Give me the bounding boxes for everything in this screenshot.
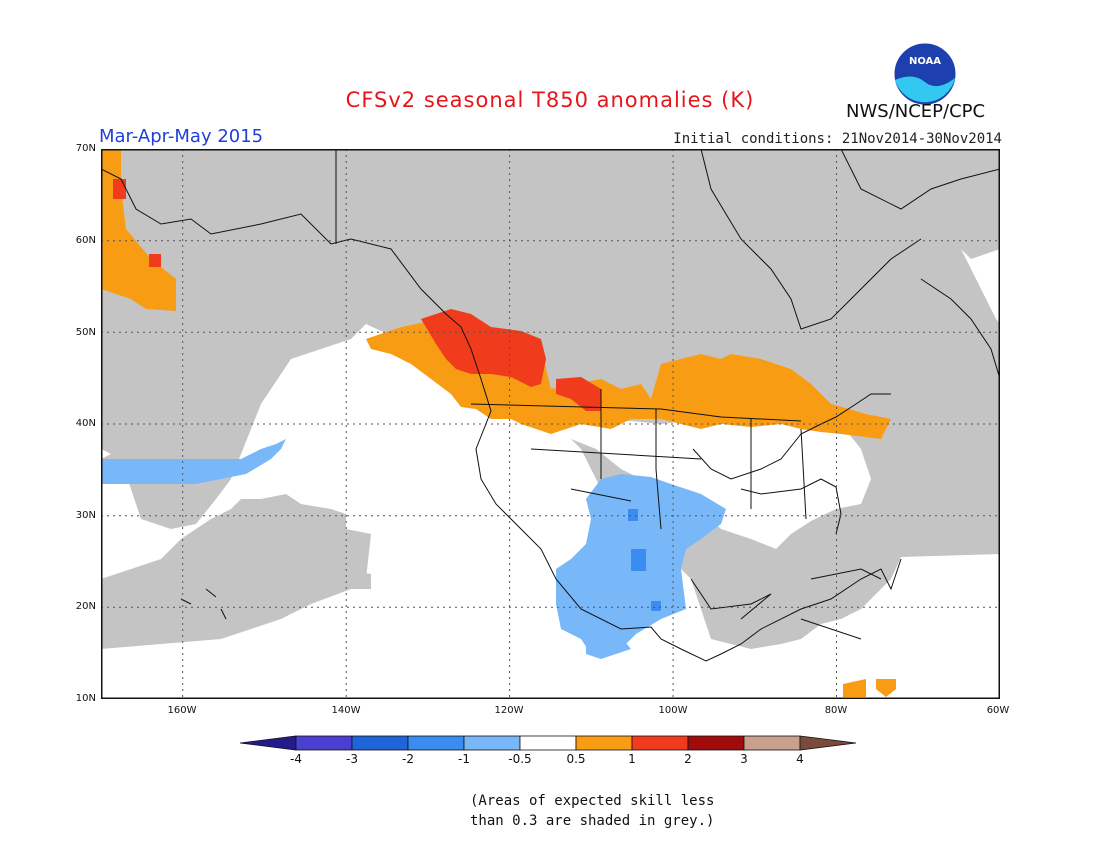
scale-swatch — [407, 735, 465, 751]
scale-label: 3 — [740, 752, 748, 766]
lon-label-60w: 60W — [986, 705, 1010, 716]
lat-label-20n: 20N — [75, 601, 96, 612]
color-scale-bar — [240, 735, 857, 751]
lat-label-60n: 60N — [75, 235, 96, 246]
lon-label-160w: 160W — [167, 705, 197, 716]
scale-label: 1 — [628, 752, 636, 766]
lat-label-70n: 70N — [75, 143, 96, 154]
scale-swatch — [743, 735, 801, 751]
scale-arrow-high — [799, 735, 857, 751]
scale-label: 2 — [684, 752, 692, 766]
scale-label: -3 — [346, 752, 358, 766]
skill-note: (Areas of expected skill less than 0.3 a… — [470, 791, 714, 831]
coastlines — [101, 149, 1000, 662]
scale-label: 4 — [796, 752, 804, 766]
graticule — [101, 149, 1000, 699]
scale-swatch — [351, 735, 409, 751]
noaa-logo: NOAA — [893, 42, 957, 106]
svg-text:NOAA: NOAA — [909, 56, 941, 67]
scale-label: -4 — [290, 752, 302, 766]
lat-label-30n: 30N — [75, 510, 96, 521]
scale-label: 0.5 — [566, 752, 586, 766]
season-label: Mar-Apr-May 2015 — [99, 126, 264, 147]
warm-anomaly-red — [113, 179, 601, 411]
skill-note-line-2: than 0.3 are shaded in grey.) — [470, 813, 715, 829]
lon-label-100w: 100W — [658, 705, 688, 716]
scale-swatch — [295, 735, 353, 751]
scale-swatch — [575, 735, 633, 751]
map-frame — [101, 149, 1000, 699]
skill-note-line-1: (Areas of expected skill less — [470, 793, 715, 809]
scale-label: -2 — [402, 752, 414, 766]
scale-label: -0.5 — [508, 752, 532, 766]
scale-swatch — [631, 735, 689, 751]
cool-anomaly-blue-darker — [628, 509, 661, 611]
lat-label-10n: 10N — [75, 693, 96, 704]
scale-swatch — [519, 735, 577, 751]
scale-label: -1 — [458, 752, 470, 766]
color-scale-segments — [240, 735, 857, 751]
neutral-region — [471, 417, 871, 549]
scale-swatch — [463, 735, 521, 751]
chart-title: CFSv2 seasonal T850 anomalies (K) — [345, 88, 755, 112]
lon-label-140w: 140W — [331, 705, 361, 716]
lon-label-120w: 120W — [494, 705, 524, 716]
agency-label: NWS/NCEP/CPC — [846, 101, 986, 122]
scale-arrow-low — [240, 735, 297, 751]
anomaly-map — [101, 149, 1000, 699]
lat-label-40n: 40N — [75, 418, 96, 429]
lat-label-50n: 50N — [75, 327, 96, 338]
scale-swatch — [687, 735, 745, 751]
initial-conditions-label: Initial conditions: 21Nov2014-30Nov2014 — [673, 131, 1002, 147]
lon-label-80w: 80W — [824, 705, 848, 716]
